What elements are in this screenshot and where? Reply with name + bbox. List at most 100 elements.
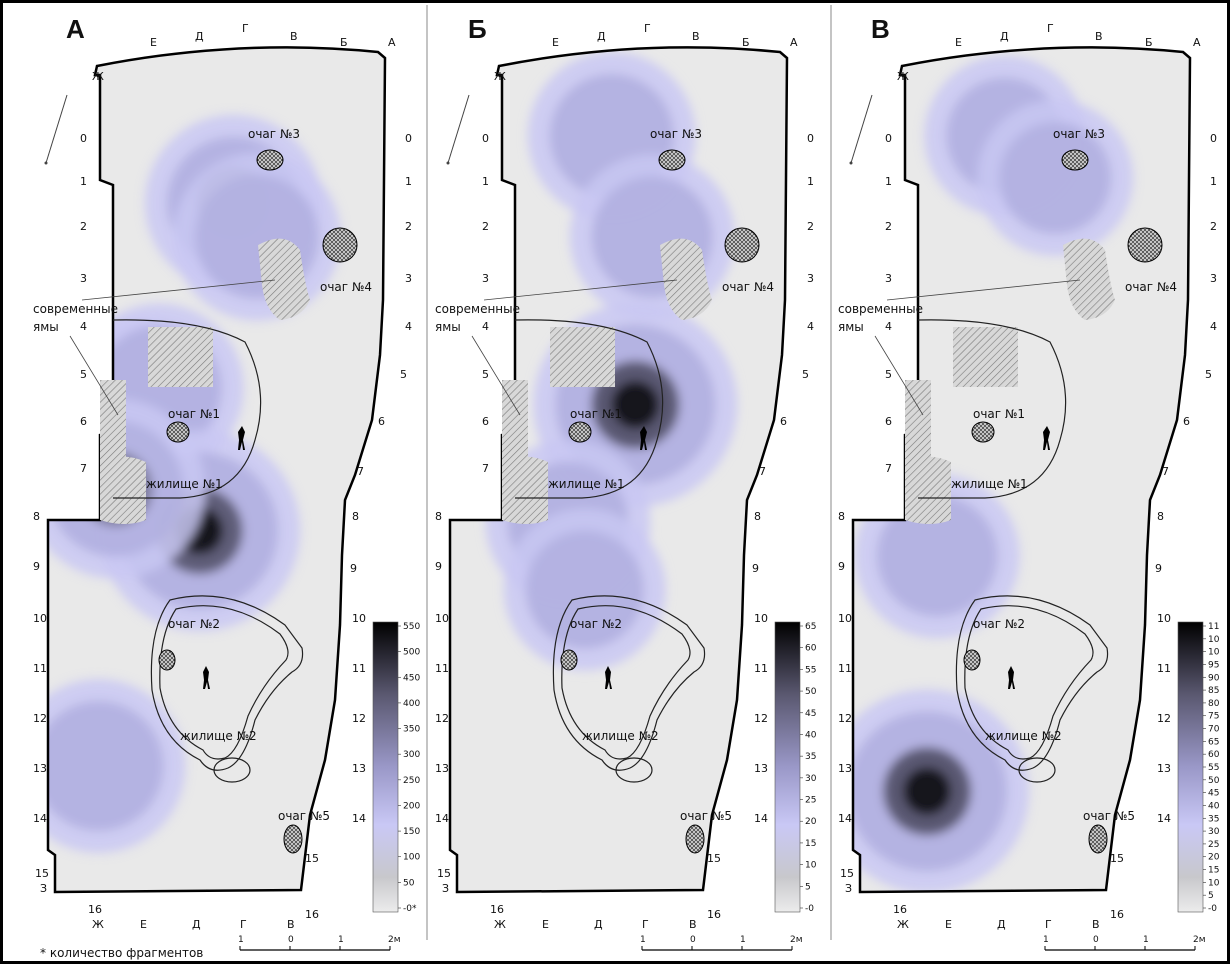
- modern-pit: [953, 327, 1018, 387]
- grid-letter: Ж: [494, 918, 506, 931]
- grid-row-left: 12: [838, 712, 852, 725]
- panel-letter: А: [66, 14, 85, 44]
- hearth-5: [1088, 824, 1108, 854]
- hearth-2: [158, 649, 176, 671]
- grid-row-left: 3: [80, 272, 87, 285]
- colorbar-tick: 15: [1208, 866, 1219, 876]
- modern-pit: [550, 327, 615, 387]
- colorbar-tick: -0: [805, 904, 814, 914]
- grid-letter: Д: [594, 918, 603, 931]
- grid-letter: А: [790, 36, 798, 49]
- grid-row-left: 5: [885, 368, 892, 381]
- colorbar-tick: 10: [1208, 635, 1220, 645]
- grid-row-right: 8: [1157, 510, 1164, 523]
- hearth-5: [283, 824, 303, 854]
- figure-marker: [640, 426, 647, 450]
- grid-letter: Г: [242, 22, 249, 35]
- grid-row-right: 9: [752, 562, 759, 575]
- grid-row-right: 10: [352, 612, 366, 625]
- grid-row-left: 13: [435, 762, 449, 775]
- grid-letter: Е: [955, 36, 962, 49]
- hearth-3: [256, 149, 284, 171]
- grid-letter: В: [290, 30, 298, 43]
- colorbar-tick: 500: [403, 648, 420, 658]
- dwelling-2-outline: [150, 595, 304, 771]
- scale-label: 2м: [1193, 935, 1206, 945]
- grid-row-left: 12: [435, 712, 449, 725]
- grid-row-left: 8: [838, 510, 845, 523]
- grid-row-right: 10: [754, 612, 768, 625]
- grid-row-right: 5: [802, 368, 809, 381]
- dwelling-2-outline: [955, 595, 1109, 771]
- grid-row-right: 12: [754, 712, 768, 725]
- grid-row-left: 13: [33, 762, 47, 775]
- map-panel-1: очаг №3 очаг №4 очаг №1 очаг №2 очаг №5 жилищ…: [33, 14, 420, 951]
- grid-letter: Г: [240, 918, 247, 931]
- scale-label: 1: [338, 935, 344, 945]
- grid-letter: Е: [140, 918, 147, 931]
- grid-row-right: 16: [305, 908, 319, 921]
- grid-row-right: 1: [807, 175, 814, 188]
- grid-row-left: 7: [885, 462, 892, 475]
- grid-row-left: 6: [80, 415, 87, 428]
- grid-row-right: 5: [1205, 368, 1212, 381]
- hearth-2-label: очаг №2: [168, 617, 220, 631]
- grid-row-right: 14: [352, 812, 366, 825]
- dwelling-1-label: жилище №1: [146, 477, 223, 491]
- modern-pit: [660, 238, 712, 320]
- grid-row-left: 12: [33, 712, 47, 725]
- figure-marker: [1008, 666, 1015, 689]
- dwelling-2-inner: [159, 605, 289, 760]
- grid-row-left: 2: [885, 220, 892, 233]
- grid-row-left: 0: [482, 132, 489, 145]
- grid-row-left: 3: [885, 272, 892, 285]
- colorbar-tick: 100: [403, 853, 420, 863]
- grid-row-left: 7: [482, 462, 489, 475]
- hearth-2-label: очаг №2: [973, 617, 1025, 631]
- colorbar-tick: 35: [1208, 814, 1219, 824]
- colorbar-tick: 55: [805, 665, 816, 675]
- grid-row-right: 3: [405, 272, 412, 285]
- hearth-3-label: очаг №3: [1053, 127, 1105, 141]
- grid-letter: Д: [192, 918, 201, 931]
- grid-row-right: 10: [1157, 612, 1171, 625]
- colorbar-tick: 20: [805, 817, 817, 827]
- scale-label: 0: [690, 935, 696, 945]
- grid-row-right: 14: [754, 812, 768, 825]
- grid-letter: А: [1193, 36, 1201, 49]
- colorbar-tick: 70: [1208, 725, 1220, 735]
- colorbar-tick: 300: [403, 750, 420, 760]
- scale-label: 1: [238, 935, 244, 945]
- grid-row-left: 10: [435, 612, 449, 625]
- modern-pit: [905, 456, 951, 524]
- grid-row-left: 1: [80, 175, 87, 188]
- grid-row-right: 11: [754, 662, 768, 675]
- colorbar-tick: 85: [1208, 686, 1219, 696]
- dwelling-1-label: жилище №1: [951, 477, 1028, 491]
- grid-row-left: 11: [33, 662, 47, 675]
- grid-letter: Ж: [92, 70, 104, 83]
- colorbar-tick: 30: [1208, 827, 1220, 837]
- colorbar-tick: 11: [1208, 622, 1219, 632]
- colorbar-tick: 60: [1208, 750, 1220, 760]
- grid-row-right: 2: [405, 220, 412, 233]
- map-panel-3: очаг №3 очаг №4 очаг №1 очаг №2 очаг №5 жилищ…: [838, 14, 1220, 951]
- colorbar-tick: 250: [403, 776, 420, 786]
- colorbar-tick: 20: [1208, 853, 1220, 863]
- hearth-4-label: очаг №4: [320, 280, 372, 294]
- colorbar-tick: 40: [805, 730, 817, 740]
- modern-pit: [148, 327, 213, 387]
- grid-letter: В: [287, 918, 295, 931]
- grid-row-left: 5: [482, 368, 489, 381]
- grid-row-right: 0: [405, 132, 412, 145]
- grid-letter: В: [1092, 918, 1100, 931]
- grid-row-right: 16: [1110, 908, 1124, 921]
- grid-row-left: 15: [437, 867, 451, 880]
- grid-row-right: 1: [1210, 175, 1217, 188]
- colorbar-tick: 95: [1208, 660, 1219, 670]
- panel-letter: Б: [468, 14, 487, 44]
- grid-row-right: 6: [1183, 415, 1190, 428]
- grid-row-right: 12: [1157, 712, 1171, 725]
